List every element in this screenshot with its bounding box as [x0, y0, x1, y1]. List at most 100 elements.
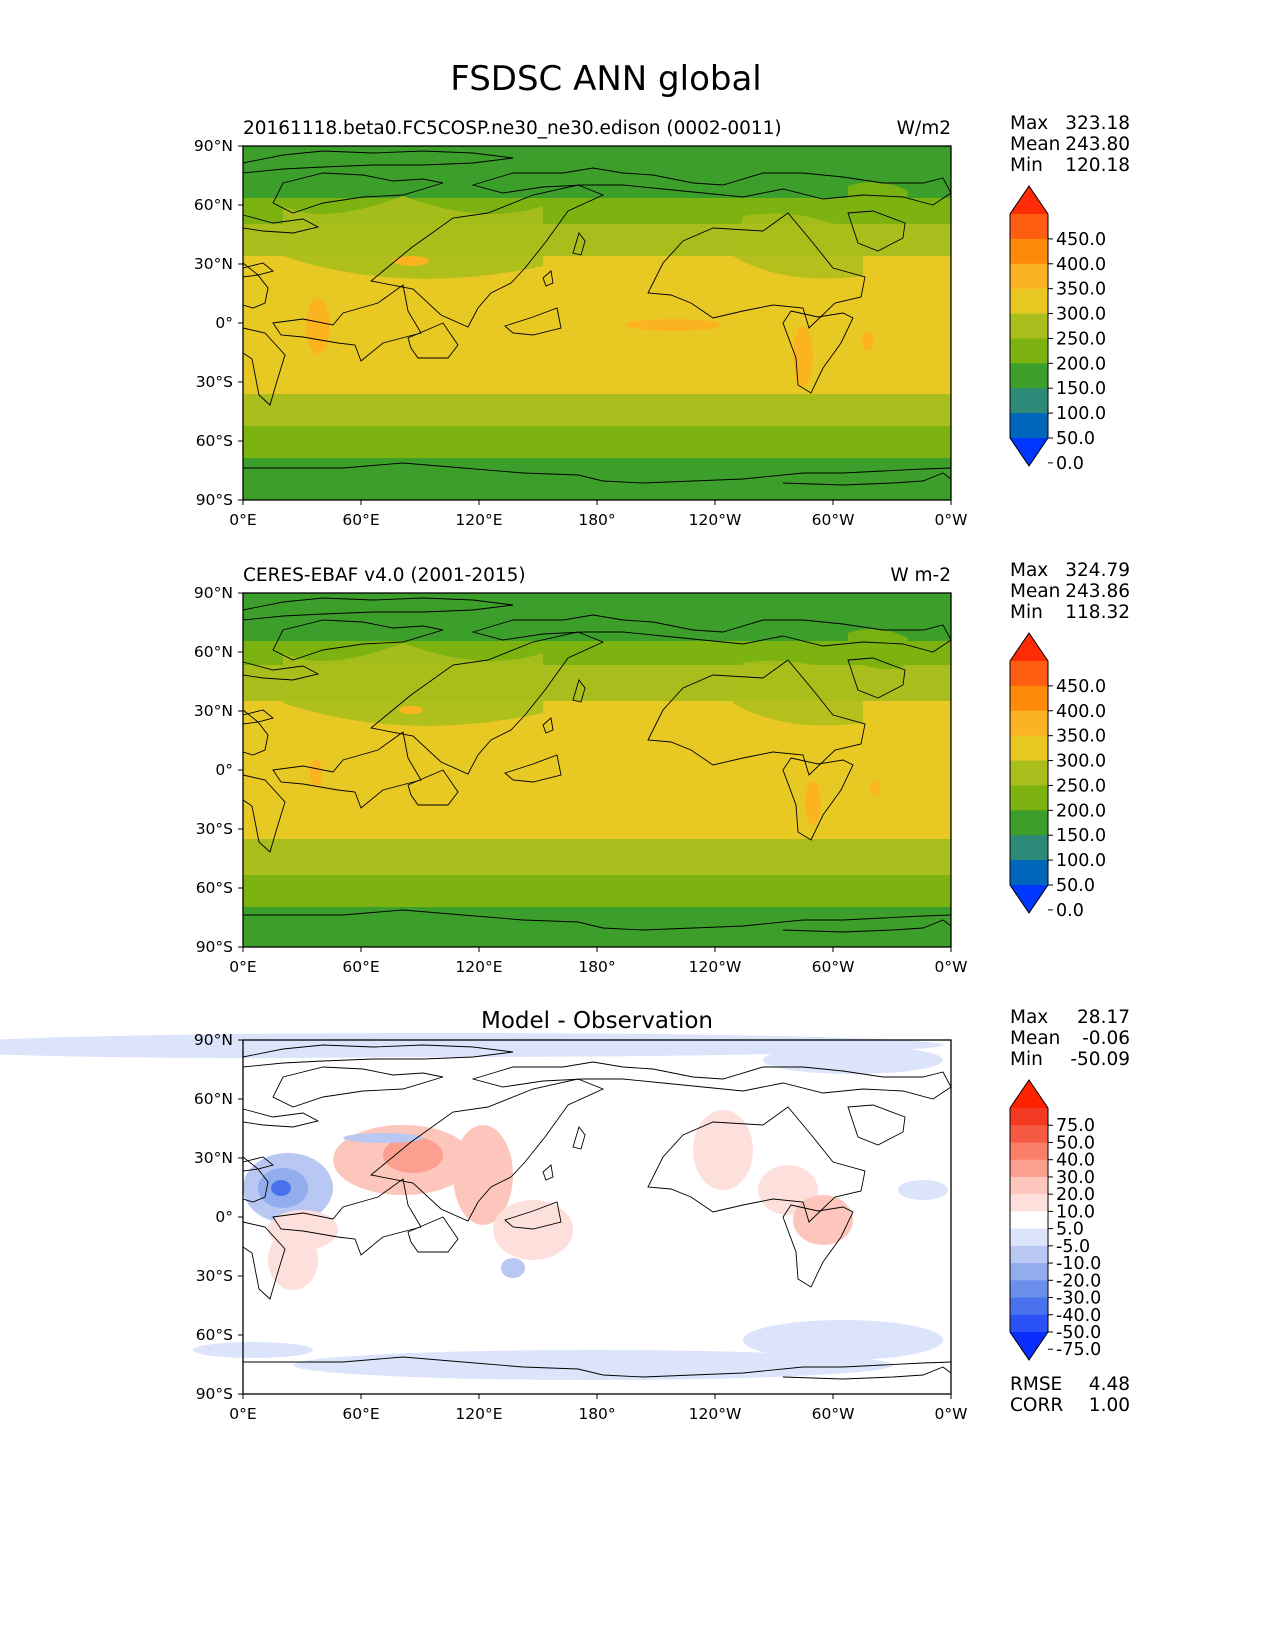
- panel-left-title: 20161118.beta0.FC5COSP.ne30_ne30.edison …: [243, 118, 782, 139]
- anomaly-blob: [268, 1230, 318, 1290]
- colorbar-label: 50.0: [1056, 1133, 1095, 1153]
- colorbar-segment: [1010, 1194, 1048, 1212]
- colorbar-segment: [1010, 238, 1048, 265]
- stat-value: -0.06: [1082, 1028, 1130, 1049]
- lon-tick-label: 120°W: [689, 958, 742, 976]
- lat-tick-label: 30°N: [194, 255, 233, 273]
- colorbar-label: 250.0: [1056, 329, 1106, 349]
- lat-tick-label: 90°N: [194, 137, 233, 155]
- lat-tick-label: 90°N: [194, 584, 233, 602]
- lat-tick-label: 30°N: [194, 1149, 233, 1167]
- colorbar-segment: [1010, 1228, 1048, 1247]
- colorbar-label: -20.0: [1056, 1271, 1101, 1291]
- extra-stat-label: CORR: [1010, 1395, 1063, 1416]
- lat-tick-label: 0°: [215, 1208, 233, 1226]
- anomaly-blob: [501, 1258, 525, 1278]
- colorbar-segment: [1010, 313, 1048, 339]
- colorbar-segment: [1010, 735, 1048, 762]
- colorbar-label: 30.0: [1056, 1168, 1095, 1188]
- colorbar-label: -40.0: [1056, 1306, 1101, 1326]
- field-band: [243, 839, 951, 875]
- colorbar-label: 50.0: [1056, 429, 1095, 449]
- colorbar-label: 150.0: [1056, 826, 1106, 846]
- anomaly-blob: [743, 1320, 943, 1360]
- colorbar-segment: [1010, 338, 1048, 364]
- map-panel-2: 90°N 60°N 30°N 0° 30°S 60°S 90°S 0°E 60°E 120°E 18…: [194, 560, 1130, 976]
- anomaly-blob: [293, 1350, 893, 1380]
- lon-tick-label: 180°: [578, 511, 615, 529]
- colorbar-label: 300.0: [1056, 305, 1106, 325]
- lat-tick-label: 60°S: [196, 879, 233, 897]
- colorbar-label: 350.0: [1056, 280, 1106, 300]
- lat-tick-label: 30°S: [196, 1267, 233, 1285]
- anomaly-blob: [793, 1195, 853, 1245]
- stat-label: Max: [1010, 560, 1048, 581]
- field-band: [243, 146, 951, 198]
- colorbar-segment: [1010, 661, 1048, 687]
- colorbar-label: 200.0: [1056, 801, 1106, 821]
- lon-tick-label: 120°E: [455, 958, 502, 976]
- lon-tick-label: 60°W: [812, 958, 855, 976]
- colorbar-segment: [1010, 1176, 1048, 1195]
- stat-label: Min: [1010, 602, 1043, 623]
- field-band: [243, 593, 951, 641]
- stat-value: 243.86: [1065, 581, 1130, 602]
- colorbar-segment: [1010, 214, 1048, 240]
- colorbar-label: 5.0: [1056, 1220, 1084, 1240]
- field-band: [243, 256, 951, 394]
- colorbar-segment: [1010, 710, 1048, 737]
- colorbar-segment: [1010, 1211, 1048, 1230]
- colorbar-label: 100.0: [1056, 851, 1106, 871]
- colorbar-label: 350.0: [1056, 727, 1106, 747]
- colorbar-label: -50.0: [1056, 1323, 1101, 1343]
- colorbar-label: 250.0: [1056, 776, 1106, 796]
- colorbar-segment: [1010, 1297, 1048, 1316]
- stat-value: 243.80: [1065, 134, 1130, 155]
- lon-tick-label: 0°W: [935, 958, 968, 976]
- stat-label: Max: [1010, 113, 1048, 134]
- colorbar-label: 0.0: [1056, 901, 1084, 921]
- lon-tick-label: 0°E: [229, 1405, 256, 1423]
- field-band: [243, 875, 951, 907]
- hotspot: [399, 706, 423, 714]
- map-panel-3: 90°N 60°N 30°N 0° 30°S 60°S 90°S 0°E 60°E 120°E 18…: [0, 1007, 1130, 1423]
- lat-tick-label: 60°S: [196, 432, 233, 450]
- lat-tick-label: 60°N: [194, 1090, 233, 1108]
- hotspot: [793, 326, 813, 386]
- anomaly-blob: [343, 1133, 423, 1143]
- colorbar-label: -30.0: [1056, 1289, 1101, 1309]
- extra-stat-label: RMSE: [1010, 1374, 1062, 1395]
- lon-tick-label: 120°E: [455, 1405, 502, 1423]
- anomaly-blob: [493, 1200, 573, 1260]
- stat-label: Min: [1010, 1049, 1043, 1070]
- panel-left-title: CERES-EBAF v4.0 (2001-2015): [243, 565, 526, 586]
- lon-tick-label: 60°E: [342, 958, 379, 976]
- colorbar-label: 50.0: [1056, 876, 1095, 896]
- anomaly-blob: [763, 1046, 943, 1074]
- hotspot: [625, 319, 721, 331]
- stat-value: 118.32: [1065, 602, 1130, 623]
- lon-tick-label: 120°E: [455, 511, 502, 529]
- colorbar-segment: [1010, 1263, 1048, 1281]
- colorbar-segment: [1010, 810, 1048, 836]
- colorbar-segment: [1010, 685, 1048, 712]
- lat-tick-label: 30°N: [194, 702, 233, 720]
- anomaly-blob: [193, 1342, 313, 1358]
- anomaly-blob: [0, 1033, 943, 1057]
- lon-tick-label: 0°E: [229, 511, 256, 529]
- anomaly-blob: [271, 1180, 291, 1196]
- field-band: [243, 458, 951, 500]
- lon-tick-label: 180°: [578, 958, 615, 976]
- colorbar-segment: [1010, 860, 1048, 886]
- colorbar-extend-max: [1010, 186, 1048, 214]
- hotspot: [306, 298, 330, 354]
- colorbar-segment: [1010, 785, 1048, 811]
- extra-stat-value: 1.00: [1089, 1395, 1130, 1416]
- colorbar-segment: [1010, 835, 1048, 861]
- colorbar-segment: [1010, 263, 1048, 290]
- lat-tick-label: 30°S: [196, 373, 233, 391]
- land-band-asia: [283, 196, 543, 279]
- lat-tick-label: 90°S: [196, 491, 233, 509]
- lon-tick-label: 120°W: [689, 1405, 742, 1423]
